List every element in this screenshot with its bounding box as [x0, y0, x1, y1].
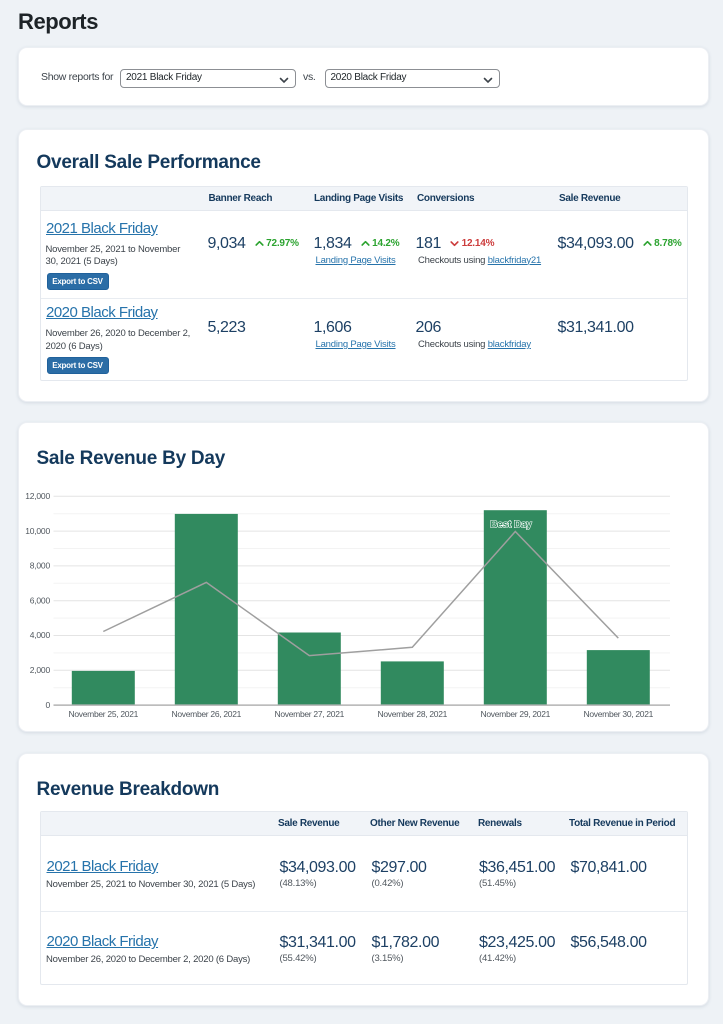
svg-text:Best Day: Best Day [490, 520, 532, 531]
svg-text:November 27, 2021: November 27, 2021 [275, 709, 345, 719]
svg-text:2,000: 2,000 [30, 665, 51, 675]
svg-text:November 30, 2021: November 30, 2021 [584, 709, 654, 719]
svg-text:November 28, 2021: November 28, 2021 [378, 709, 448, 719]
svg-text:4,000: 4,000 [30, 630, 51, 640]
svg-text:10,000: 10,000 [25, 526, 50, 536]
svg-text:November 25, 2021: November 25, 2021 [69, 709, 139, 719]
svg-text:November 26, 2021: November 26, 2021 [172, 709, 242, 719]
svg-text:6,000: 6,000 [30, 595, 51, 605]
svg-text:0: 0 [45, 700, 50, 710]
svg-text:8,000: 8,000 [30, 561, 51, 571]
svg-text:November 29, 2021: November 29, 2021 [481, 709, 551, 719]
svg-text:12,000: 12,000 [25, 491, 50, 501]
